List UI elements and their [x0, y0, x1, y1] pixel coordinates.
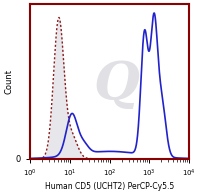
Y-axis label: Count: Count: [4, 69, 13, 94]
Text: Q: Q: [93, 59, 139, 110]
X-axis label: Human CD5 (UCHT2) PerCP-Cy5.5: Human CD5 (UCHT2) PerCP-Cy5.5: [45, 182, 174, 191]
